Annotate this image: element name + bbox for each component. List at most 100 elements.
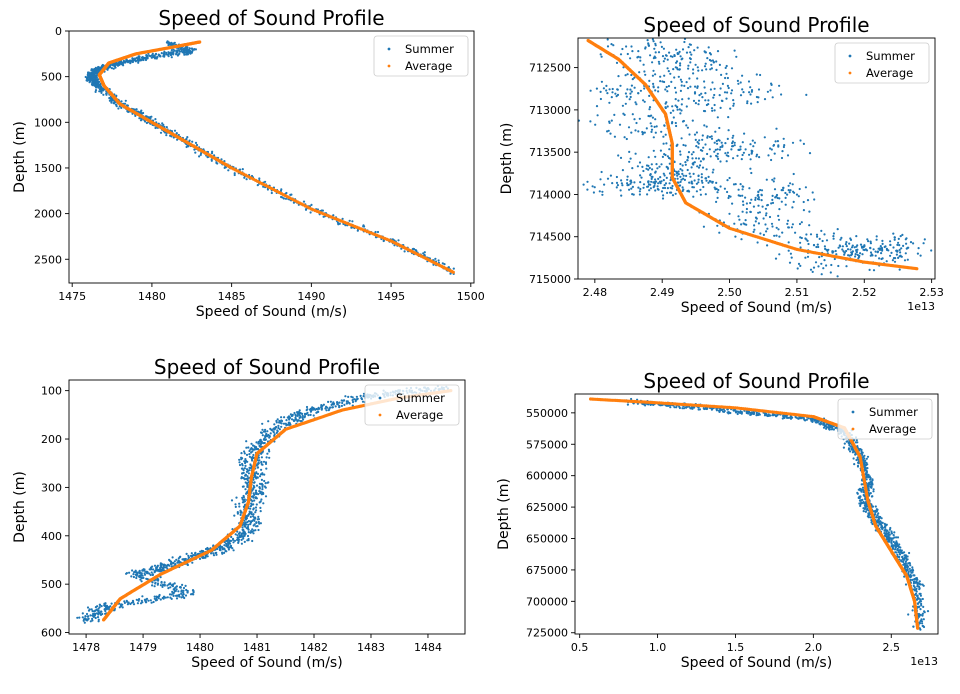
data-point xyxy=(758,156,761,159)
data-point xyxy=(749,86,752,89)
data-point xyxy=(260,463,263,466)
data-point xyxy=(711,171,714,174)
data-point xyxy=(700,179,704,182)
data-point xyxy=(685,124,688,127)
data-point xyxy=(679,175,682,178)
data-point xyxy=(120,100,123,103)
data-point xyxy=(699,193,703,196)
data-point xyxy=(834,249,837,253)
data-point xyxy=(811,191,814,194)
data-point xyxy=(191,47,194,50)
data-point xyxy=(178,560,181,563)
data-point xyxy=(188,51,191,54)
data-point xyxy=(284,197,288,200)
data-point xyxy=(650,180,653,183)
data-point xyxy=(697,174,700,177)
data-point xyxy=(250,502,253,505)
data-point xyxy=(832,237,835,240)
data-point xyxy=(679,78,683,81)
data-point xyxy=(296,414,299,417)
data-point xyxy=(248,449,251,453)
data-point xyxy=(654,73,657,76)
data-point xyxy=(689,175,692,178)
data-point xyxy=(97,65,100,69)
data-point xyxy=(899,251,902,254)
data-point xyxy=(718,126,721,130)
data-point xyxy=(256,463,259,466)
data-point xyxy=(190,51,193,54)
data-point xyxy=(704,193,707,196)
data-point xyxy=(648,79,651,82)
data-point xyxy=(81,612,84,615)
data-point xyxy=(812,244,816,247)
data-point xyxy=(652,82,655,85)
data-point xyxy=(317,406,320,409)
data-point xyxy=(638,190,642,193)
data-point xyxy=(663,184,666,187)
data-point xyxy=(98,603,101,606)
data-point xyxy=(137,61,140,64)
data-point xyxy=(135,108,138,111)
data-point xyxy=(797,195,800,198)
data-point xyxy=(164,596,167,599)
data-point xyxy=(149,599,152,602)
data-point xyxy=(257,456,260,459)
data-point xyxy=(185,552,188,556)
data-point xyxy=(726,84,730,87)
data-point xyxy=(756,197,760,201)
data-point xyxy=(649,173,652,177)
data-point xyxy=(732,102,735,105)
data-point xyxy=(264,482,267,485)
data-point xyxy=(741,153,744,157)
data-point xyxy=(86,606,90,609)
data-point xyxy=(110,101,113,104)
data-point xyxy=(599,178,602,181)
data-point xyxy=(198,155,201,158)
y-tick-label: 0 xyxy=(55,25,62,38)
data-point xyxy=(687,97,690,100)
data-point xyxy=(275,431,278,434)
data-point xyxy=(254,506,258,509)
data-point xyxy=(653,182,657,185)
data-point xyxy=(843,253,846,256)
data-point xyxy=(351,396,354,399)
data-point xyxy=(675,61,678,64)
data-point xyxy=(639,181,642,184)
data-point xyxy=(757,204,760,207)
data-point xyxy=(361,400,365,403)
data-point xyxy=(242,469,245,472)
data-point xyxy=(102,88,105,91)
data-point xyxy=(693,49,696,52)
data-point xyxy=(84,615,87,618)
data-point xyxy=(135,576,138,580)
data-point xyxy=(696,46,699,49)
data-point xyxy=(232,541,235,544)
data-point xyxy=(745,211,748,214)
data-point xyxy=(140,580,143,583)
data-point xyxy=(265,434,268,437)
data-point xyxy=(264,430,267,433)
data-point xyxy=(706,152,709,156)
data-point xyxy=(638,193,642,196)
data-point xyxy=(140,599,143,602)
data-point xyxy=(786,219,790,222)
data-point xyxy=(789,189,792,192)
data-point xyxy=(212,554,216,557)
data-point xyxy=(709,68,712,71)
data-point xyxy=(717,157,720,160)
data-point xyxy=(809,233,813,236)
data-point xyxy=(648,166,651,170)
data-point xyxy=(701,181,704,184)
data-point xyxy=(622,66,625,69)
data-point xyxy=(697,157,701,160)
data-point xyxy=(168,558,171,562)
data-point xyxy=(627,126,631,129)
data-point xyxy=(792,200,795,203)
data-point xyxy=(244,458,247,461)
data-point xyxy=(334,405,337,408)
data-point xyxy=(630,73,633,77)
data-point xyxy=(268,456,271,459)
data-point xyxy=(783,144,786,147)
data-point xyxy=(715,200,718,203)
data-point xyxy=(84,75,87,79)
